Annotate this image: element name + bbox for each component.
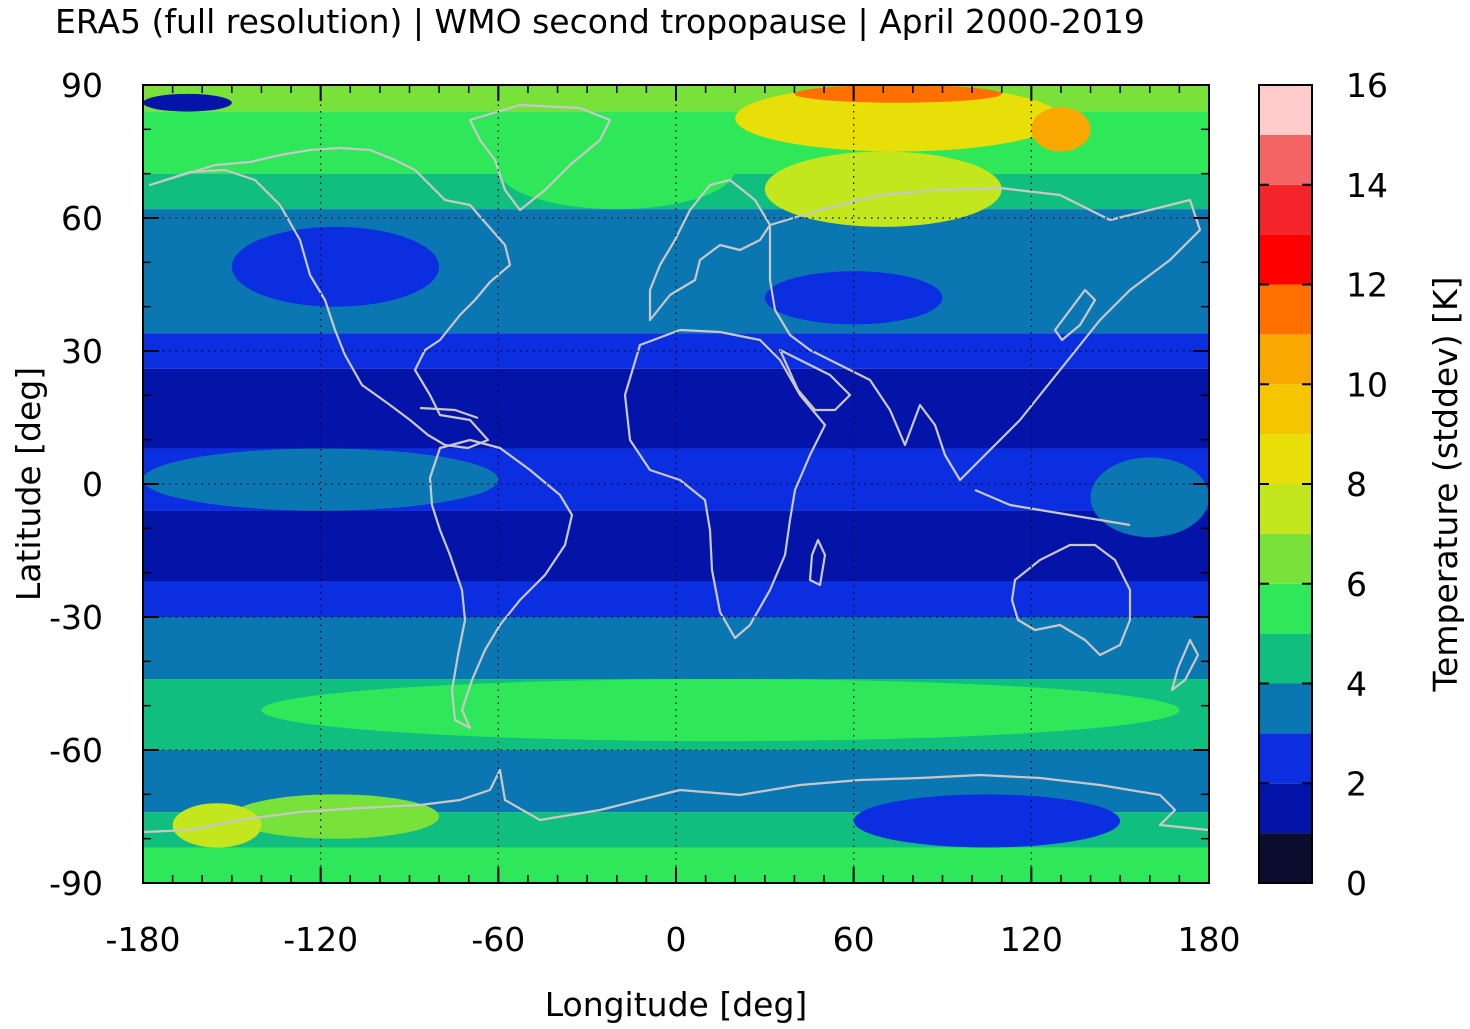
coastline-asia bbox=[768, 186, 1202, 482]
colorbar-swatch bbox=[1259, 184, 1312, 235]
coastline-antarctica bbox=[143, 768, 1209, 834]
colorbar-swatch bbox=[1259, 733, 1312, 784]
coastline-arabia bbox=[778, 348, 852, 412]
coastline-indonesia bbox=[974, 488, 1131, 527]
colorbar-swatch bbox=[1259, 583, 1312, 634]
x-tick-label: -180 bbox=[106, 920, 181, 959]
x-tick-label: 60 bbox=[833, 920, 875, 959]
colorbar-swatch bbox=[1259, 833, 1312, 883]
feature-pacific-warm-pool bbox=[1090, 457, 1209, 538]
colorbar-swatch bbox=[1259, 334, 1312, 385]
feature-bering-low bbox=[143, 93, 232, 112]
feature-north-pacific-low bbox=[231, 226, 440, 307]
colorbar-label: Temperature (stddev) [K] bbox=[1426, 276, 1465, 692]
feature-southern-ocean-mid bbox=[261, 679, 1180, 742]
colorbar-tick-label: 0 bbox=[1346, 864, 1367, 903]
x-tick-label: -60 bbox=[471, 920, 525, 959]
feature-equatorial-pacific bbox=[143, 448, 499, 511]
colorbar-ticks: 0 2 4 6 8 10 12 14 16 bbox=[1259, 66, 1388, 903]
colorbar-swatch bbox=[1259, 484, 1312, 534]
colorbar-tick-label: 12 bbox=[1346, 266, 1388, 305]
colorbar-swatch bbox=[1259, 533, 1312, 584]
y-tick-label: -60 bbox=[49, 731, 103, 770]
y-tick-label: -30 bbox=[49, 598, 103, 637]
x-tick-label: 0 bbox=[666, 920, 687, 959]
feature-mediterranean-low bbox=[764, 271, 943, 325]
y-tick-label: 0 bbox=[82, 465, 103, 504]
x-axis: -180 -120 -60 0 60 120 180 bbox=[106, 85, 1241, 959]
colorbar-swatch bbox=[1259, 284, 1312, 335]
colorbar-swatch bbox=[1259, 134, 1312, 185]
coastline-europe bbox=[648, 178, 772, 322]
y-tick-label: 30 bbox=[61, 332, 103, 371]
colorbar-tick-label: 4 bbox=[1346, 665, 1367, 704]
colorbar-swatch bbox=[1259, 234, 1312, 285]
colorbar-swatch bbox=[1259, 434, 1312, 484]
colorbar-tick-label: 16 bbox=[1346, 66, 1388, 105]
coastline-greenland bbox=[468, 103, 612, 212]
x-tick-label: 180 bbox=[1178, 920, 1241, 959]
feature-arctic-siberia-high bbox=[735, 85, 1061, 152]
y-axis-label: Latitude [deg] bbox=[9, 367, 48, 601]
y-axis: -90 -60 -30 0 30 60 90 bbox=[49, 66, 1209, 903]
colorbar-swatch bbox=[1259, 633, 1312, 684]
dotted-grid bbox=[143, 85, 1209, 883]
x-axis-label: Longitude [deg] bbox=[545, 985, 808, 1024]
colorbar-swatch bbox=[1259, 783, 1312, 834]
colorbar-swatch bbox=[1259, 85, 1312, 135]
coastline-south-america bbox=[428, 438, 574, 730]
feature-east-siberia-high bbox=[1031, 107, 1091, 152]
y-tick-label: 60 bbox=[61, 199, 103, 238]
colorbar-tick-label: 14 bbox=[1346, 166, 1388, 205]
feature-antarctic-ross bbox=[231, 794, 440, 839]
y-tick-label: 90 bbox=[61, 66, 103, 105]
colorbar bbox=[1259, 85, 1312, 883]
feature-east-antarctic-low bbox=[853, 794, 1121, 848]
colorbar-swatch bbox=[1259, 683, 1312, 734]
y-tick-label: -90 bbox=[49, 864, 103, 903]
colorbar-tick-label: 8 bbox=[1346, 465, 1367, 504]
coastlines bbox=[143, 103, 1209, 834]
colorbar-tick-label: 2 bbox=[1346, 764, 1367, 803]
coastline-caribbean bbox=[419, 406, 479, 420]
coastline-madagascar bbox=[808, 538, 827, 587]
colorbar-swatch bbox=[1259, 384, 1312, 435]
colorbar-tick-label: 10 bbox=[1346, 365, 1388, 404]
x-tick-label: -120 bbox=[283, 920, 358, 959]
coastline-north-america bbox=[148, 146, 512, 450]
coastline-africa bbox=[623, 328, 827, 640]
coastline-japan bbox=[1053, 288, 1097, 342]
zonal-band-7 bbox=[143, 510, 1209, 582]
x-tick-label: 120 bbox=[1000, 920, 1063, 959]
coastline-new-zealand bbox=[1170, 638, 1200, 692]
chart-title: ERA5 (full resolution) | WMO second trop… bbox=[55, 2, 1145, 41]
feature-arctic-max bbox=[794, 85, 1002, 103]
colorbar-tick-label: 6 bbox=[1346, 565, 1367, 604]
zonal-band-5 bbox=[143, 368, 1209, 449]
map-plot-area bbox=[143, 85, 1209, 883]
coastline-australia bbox=[1010, 543, 1132, 657]
